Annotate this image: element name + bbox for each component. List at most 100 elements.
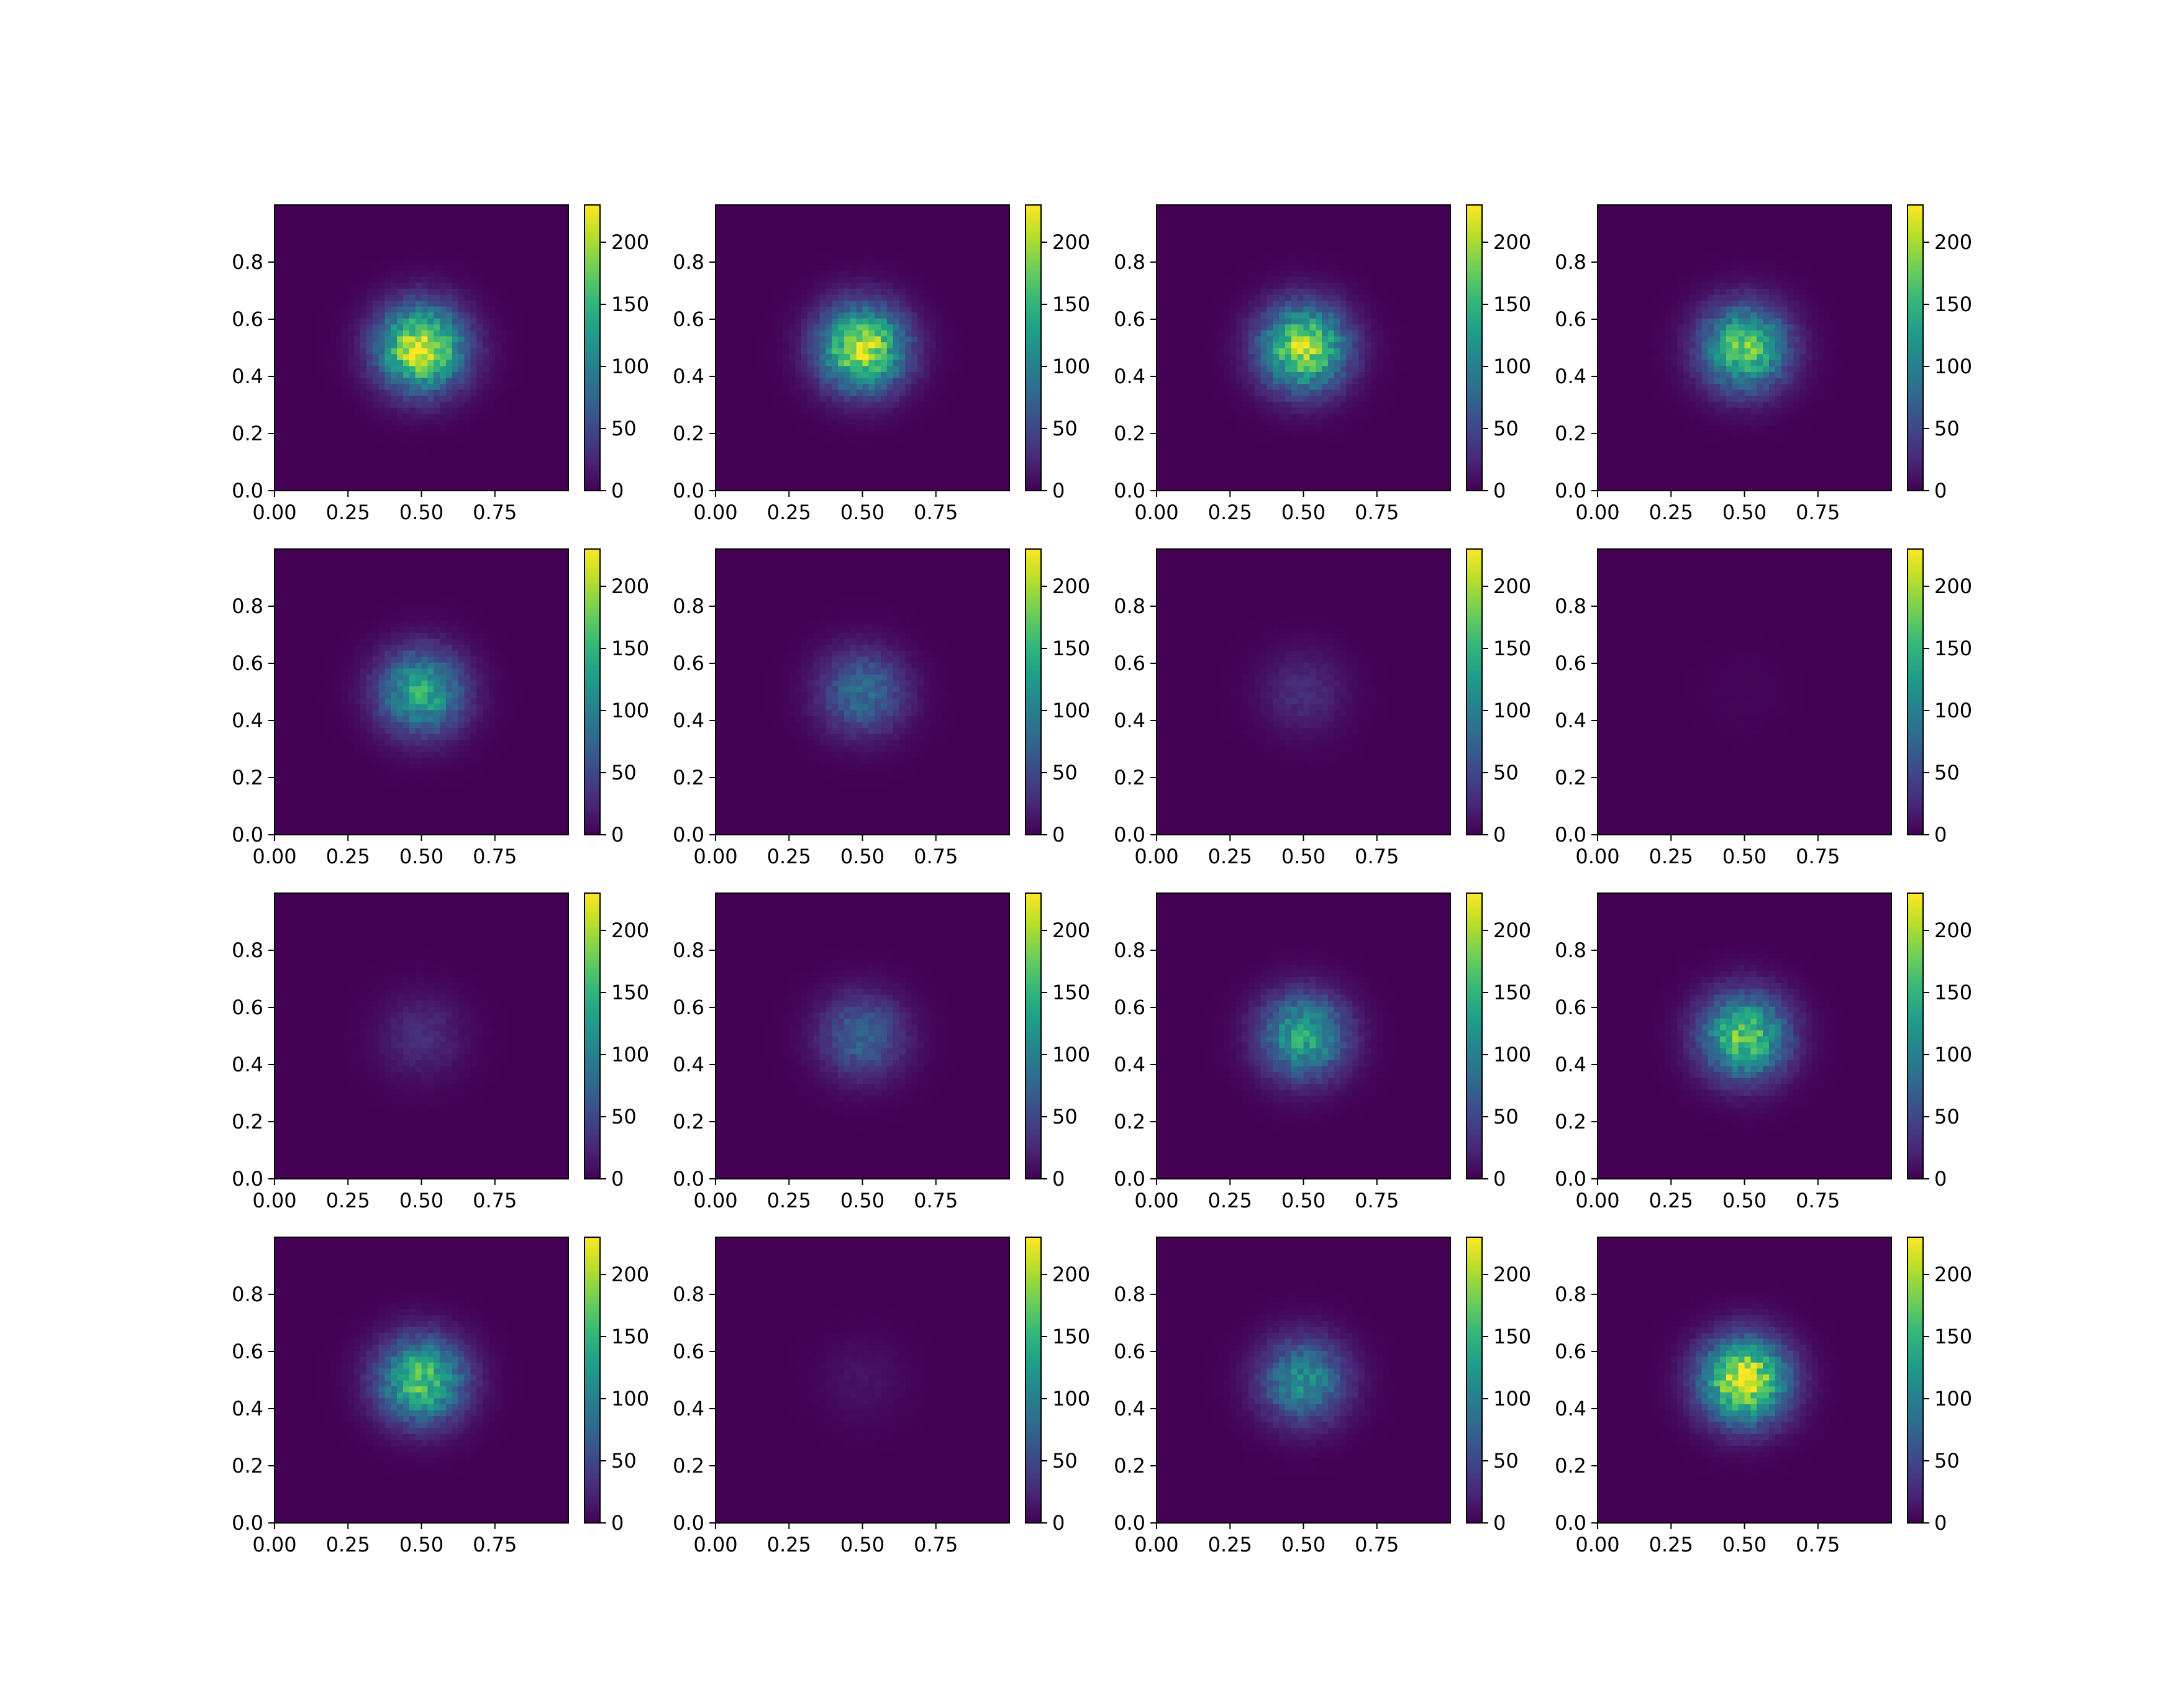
heatmap-cell: [354, 342, 360, 348]
heatmap-cell: [366, 443, 373, 449]
heatmap-cell: [366, 342, 373, 348]
heatmap-cell: [525, 419, 532, 425]
heatmap-cell: [379, 479, 385, 485]
heatmap-cell: [360, 425, 366, 432]
heatmap-cell: [538, 473, 544, 479]
heatmap-cell: [416, 467, 422, 473]
heatmap-cell: [476, 366, 483, 372]
heatmap-cell: [422, 360, 428, 366]
heatmap-cell: [427, 354, 434, 360]
heatmap-cell: [311, 449, 317, 455]
heatmap-cell: [336, 473, 342, 479]
heatmap-cell: [391, 437, 397, 443]
heatmap-cell: [544, 401, 550, 407]
heatmap-cell: [305, 425, 311, 432]
heatmap-cell: [384, 413, 391, 419]
heatmap-cell: [519, 401, 525, 407]
heatmap-cell: [483, 419, 489, 425]
heatmap-cell: [476, 348, 483, 354]
heatmap-cell: [489, 396, 495, 402]
heatmap-cell: [525, 431, 532, 437]
heatmap-cell: [317, 396, 324, 402]
heatmap-cell: [287, 437, 293, 443]
heatmap-cell: [532, 425, 538, 432]
heatmap-cell: [507, 443, 513, 449]
heatmap-cell: [416, 407, 422, 414]
heatmap-cell: [330, 348, 336, 354]
heatmap-cell: [281, 449, 287, 455]
heatmap-cell: [305, 479, 311, 485]
heatmap-cell: [299, 425, 305, 432]
heatmap-cell: [311, 461, 317, 467]
heatmap-cell: [550, 384, 556, 390]
heatmap-cell: [452, 396, 458, 402]
heatmap-cell: [440, 396, 446, 402]
heatmap-cell: [507, 389, 513, 396]
heatmap-cell: [311, 396, 317, 402]
heatmap-cell: [293, 407, 299, 414]
heatmap-cell: [501, 419, 507, 425]
heatmap-cell: [348, 371, 354, 378]
heatmap-cell: [422, 407, 428, 414]
heatmap-cell: [397, 413, 403, 419]
heatmap-cell: [452, 366, 458, 372]
heatmap-cell: [366, 366, 373, 372]
heatmap-cell: [519, 378, 525, 384]
heatmap-cell: [556, 348, 562, 354]
heatmap-cell: [293, 455, 299, 461]
heatmap-cell: [311, 354, 317, 360]
heatmap-cell: [373, 354, 379, 360]
heatmap-cell: [373, 461, 379, 467]
heatmap-cell: [281, 419, 287, 425]
heatmap-cell: [427, 413, 434, 419]
heatmap-cell: [519, 354, 525, 360]
heatmap-cell: [379, 371, 385, 378]
heatmap-cell: [538, 449, 544, 455]
heatmap-cell: [293, 419, 299, 425]
heatmap-cell: [311, 467, 317, 473]
heatmap-cell: [538, 425, 544, 432]
heatmap-cell: [275, 407, 281, 414]
heatmap-cell: [293, 401, 299, 407]
heatmap-cell: [397, 407, 403, 414]
heatmap-cell: [311, 437, 317, 443]
heatmap-cell: [427, 396, 434, 402]
heatmap-cell: [446, 467, 452, 473]
heatmap-cell: [519, 443, 525, 449]
heatmap-cell: [348, 360, 354, 366]
heatmap-cell: [476, 384, 483, 390]
heatmap-cell: [311, 366, 317, 372]
heatmap-cell: [416, 354, 422, 360]
heatmap-cell: [366, 479, 373, 485]
heatmap-cell: [409, 455, 416, 461]
heatmap-cell: [391, 431, 397, 437]
heatmap-cell: [366, 407, 373, 414]
heatmap-cell: [458, 354, 465, 360]
heatmap-cell: [422, 413, 428, 419]
heatmap-cell: [470, 449, 476, 455]
heatmap-cell: [532, 449, 538, 455]
heatmap-cell: [464, 461, 470, 467]
heatmap-cell: [476, 354, 483, 360]
heatmap-cell: [464, 401, 470, 407]
heatmap-cell: [409, 437, 416, 443]
heatmap-cell: [397, 371, 403, 378]
heatmap-cell: [366, 354, 373, 360]
heatmap-cell: [305, 473, 311, 479]
heatmap-cell: [532, 419, 538, 425]
heatmap-cell: [403, 378, 409, 384]
heatmap-cell: [544, 425, 550, 432]
heatmap-cell: [452, 431, 458, 437]
heatmap-cell: [470, 389, 476, 396]
heatmap-cell: [495, 378, 501, 384]
heatmap-cell: [513, 467, 519, 473]
heatmap-cell: [556, 396, 562, 402]
heatmap-cell: [403, 396, 409, 402]
heatmap-cell: [384, 378, 391, 384]
heatmap-cell: [287, 342, 293, 348]
heatmap-cell: [391, 473, 397, 479]
heatmap-cell: [427, 443, 434, 449]
heatmap-cell: [391, 360, 397, 366]
heatmap-cell: [397, 437, 403, 443]
heatmap-cell: [440, 455, 446, 461]
